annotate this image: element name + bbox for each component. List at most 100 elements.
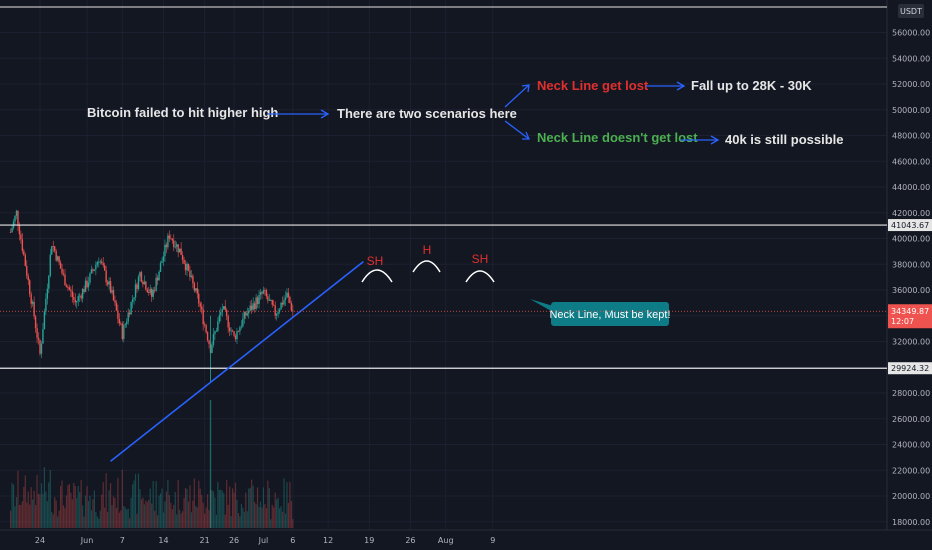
volume-bar bbox=[248, 488, 250, 528]
volume-bar bbox=[109, 483, 112, 528]
volume-bar bbox=[120, 510, 122, 528]
volume-bar bbox=[181, 511, 184, 528]
candle-body bbox=[233, 331, 235, 336]
candle-body bbox=[37, 337, 40, 340]
volume-bar bbox=[49, 469, 51, 528]
volume-bar bbox=[276, 499, 278, 528]
candle-body bbox=[236, 331, 238, 340]
currency-badge[interactable] bbox=[898, 4, 924, 18]
volume-bar bbox=[157, 515, 159, 528]
candle-body bbox=[95, 264, 97, 270]
sh-left-label: SH bbox=[367, 254, 384, 268]
price-axis[interactable] bbox=[887, 0, 932, 530]
neckline-line bbox=[110, 261, 364, 462]
countdown-label: 12:07 bbox=[891, 317, 914, 326]
volume-bar bbox=[27, 491, 29, 528]
volume-bar bbox=[190, 512, 193, 528]
candle-body bbox=[89, 273, 91, 283]
volume-bar bbox=[226, 479, 228, 528]
volume-bar bbox=[136, 513, 138, 528]
x-tick-label: 9 bbox=[490, 536, 495, 545]
volume-bar bbox=[179, 509, 181, 528]
candle-body bbox=[87, 282, 90, 288]
h-label: H bbox=[423, 243, 432, 257]
candle-body bbox=[77, 296, 79, 302]
volume-bar bbox=[281, 511, 284, 528]
volume-bar bbox=[208, 510, 210, 528]
candle-body bbox=[130, 302, 132, 315]
y-tick-label: 52000.00 bbox=[892, 80, 930, 89]
candle-body bbox=[148, 292, 150, 294]
volume-bar bbox=[82, 505, 84, 528]
current-price-label: 34349.87 bbox=[891, 307, 929, 316]
volume-bar bbox=[201, 495, 203, 528]
volume-bar bbox=[36, 474, 38, 528]
candle-body bbox=[92, 269, 94, 271]
volume-bar bbox=[121, 469, 123, 528]
candle-body bbox=[270, 299, 272, 301]
volume-bar bbox=[233, 492, 235, 528]
candle-body bbox=[33, 301, 35, 317]
candle-body bbox=[273, 304, 275, 306]
neckline-callout-text: Neck Line, Must be kept! bbox=[549, 309, 670, 321]
volume-bar bbox=[287, 502, 290, 528]
volume-bar bbox=[29, 504, 31, 528]
candle-body bbox=[151, 289, 153, 297]
volume-bar bbox=[129, 518, 131, 528]
volume-bar bbox=[246, 511, 248, 528]
time-axis-ticks: 24 Jun 7 14 21 26 Jul 6 12 19 26 Aug 9 bbox=[35, 536, 495, 545]
volume-bar bbox=[140, 499, 143, 528]
volume-bar bbox=[277, 497, 279, 528]
candle-body bbox=[84, 280, 87, 292]
candle-body bbox=[275, 313, 278, 316]
candle-body bbox=[283, 299, 285, 305]
volume-bar bbox=[173, 504, 175, 528]
current-price-tag bbox=[888, 304, 932, 329]
candle-body bbox=[70, 289, 72, 292]
volume-bar bbox=[10, 510, 12, 528]
candle-body bbox=[15, 210, 18, 216]
candle-body bbox=[48, 275, 50, 289]
candle-body bbox=[64, 274, 66, 286]
y-tick-label: 24000.00 bbox=[892, 441, 930, 450]
plot-area[interactable] bbox=[0, 0, 887, 530]
annotation-40k-possible: 40k is still possible bbox=[725, 132, 844, 147]
neckline-callout[interactable] bbox=[551, 302, 669, 326]
volume-bar bbox=[45, 491, 47, 528]
volume-bar bbox=[268, 488, 270, 528]
level-tag bbox=[888, 362, 932, 375]
candle-body bbox=[217, 321, 219, 331]
x-tick-label: 6 bbox=[290, 536, 295, 545]
candle-body bbox=[17, 210, 19, 226]
candle-body bbox=[34, 316, 37, 329]
candle-body bbox=[173, 240, 175, 248]
volume-bar bbox=[164, 501, 166, 528]
candle-body bbox=[146, 289, 149, 293]
candle-body bbox=[225, 309, 228, 316]
candle-body bbox=[71, 291, 74, 297]
volume-bar bbox=[142, 497, 144, 528]
volume-bar bbox=[279, 508, 281, 528]
volume-bars bbox=[10, 400, 294, 528]
volume-bar bbox=[79, 491, 81, 528]
volume-bar bbox=[176, 514, 178, 528]
candle-body bbox=[67, 287, 69, 288]
volume-bar bbox=[198, 480, 200, 528]
candle-body bbox=[240, 326, 243, 328]
candle-body bbox=[261, 292, 263, 294]
shoulder-arc-right bbox=[465, 270, 495, 283]
neckline[interactable] bbox=[110, 261, 364, 462]
volume-bar bbox=[70, 492, 72, 528]
volume-bar bbox=[154, 510, 156, 528]
candle-body bbox=[29, 280, 31, 295]
candle-body bbox=[245, 311, 247, 316]
volume-bar bbox=[249, 487, 251, 528]
volume-bar bbox=[74, 486, 76, 528]
volume-bar bbox=[77, 486, 79, 528]
volume-bar bbox=[240, 503, 242, 528]
volume-bar bbox=[265, 508, 267, 528]
volume-bar bbox=[126, 509, 128, 528]
candle-body bbox=[81, 288, 84, 299]
candle-body bbox=[277, 311, 279, 314]
